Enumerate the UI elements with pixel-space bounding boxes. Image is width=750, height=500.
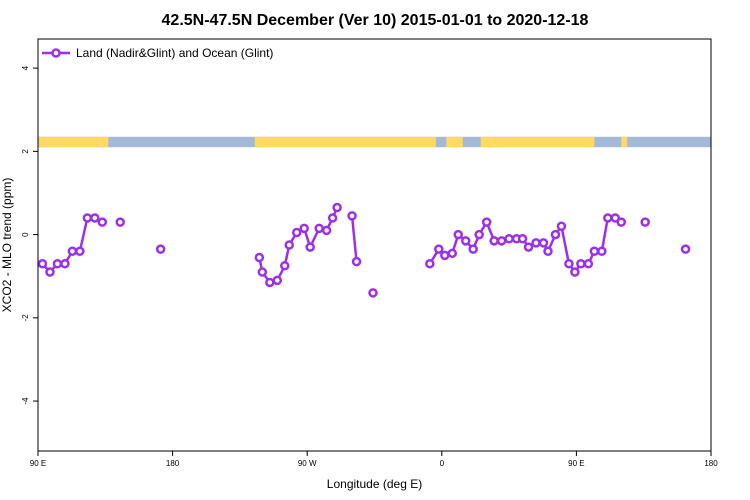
data-point <box>616 217 627 227</box>
data-point <box>489 236 499 246</box>
x-tick-label: 90 E <box>568 459 584 468</box>
data-point <box>280 261 290 271</box>
legend: Land (Nadir&Glint) and Ocean (Glint) <box>42 46 273 60</box>
data-point <box>368 288 378 298</box>
data-point <box>589 246 600 256</box>
data-point <box>640 217 650 227</box>
data-point <box>299 223 309 234</box>
data-point <box>460 236 471 246</box>
data-point <box>351 256 362 267</box>
data-point <box>550 229 561 240</box>
data-point <box>305 242 315 252</box>
data-point <box>576 258 586 269</box>
data-point <box>543 246 553 256</box>
data-point <box>517 234 528 244</box>
series-line <box>258 207 339 284</box>
x-tick-label: 90 E <box>30 459 46 468</box>
data-point <box>453 229 464 240</box>
data-point <box>314 223 324 234</box>
data-point <box>434 244 444 254</box>
data-point <box>440 250 450 261</box>
x-tick-label: 180 <box>166 459 180 468</box>
y-tick-label: 0 <box>21 232 30 237</box>
data-point <box>254 252 265 263</box>
data-point <box>347 211 357 221</box>
data-point <box>45 267 55 277</box>
data-point <box>538 238 549 248</box>
y-tick-label: 2 <box>21 149 30 154</box>
x-tick-label: 90 W <box>298 459 317 468</box>
data-point <box>564 258 574 269</box>
data-point <box>257 267 268 277</box>
data-point <box>115 217 126 227</box>
series-line <box>41 216 103 274</box>
y-axis-label: XCO2 - MLO trend (ppm) <box>0 178 14 313</box>
data-point <box>272 275 283 286</box>
data-point <box>570 267 580 277</box>
data-point <box>610 213 621 223</box>
data-point <box>155 244 166 254</box>
series-layer <box>37 202 691 298</box>
data-point <box>597 246 607 256</box>
x-tick-label: 0 <box>440 459 445 468</box>
data-point <box>474 229 484 240</box>
data-point <box>425 258 435 269</box>
data-point <box>468 244 478 254</box>
land-band-segment <box>480 136 595 148</box>
data-point <box>37 258 48 269</box>
y-tick-label: -2 <box>21 314 30 322</box>
data-point <box>327 213 338 223</box>
x-axis: 90 E 180 90 W 0 90 E 180 <box>30 451 718 468</box>
data-point <box>496 236 507 246</box>
data-point <box>523 242 534 252</box>
data-point <box>97 217 108 227</box>
data-point <box>583 258 594 269</box>
land-band-segment <box>254 136 436 148</box>
land-ocean-band <box>38 136 711 148</box>
data-point <box>291 227 302 238</box>
x-axis-label: Longitude (deg E) <box>327 477 422 491</box>
data-point <box>67 246 78 256</box>
data-point <box>75 246 85 256</box>
y-tick-label: -4 <box>21 397 30 405</box>
land-band-segment <box>446 136 463 148</box>
data-point <box>321 225 332 236</box>
y-axis: 4 2 0 -2 -4 <box>21 65 38 405</box>
data-point <box>556 221 567 232</box>
land-band-segment <box>38 136 109 148</box>
data-point <box>481 217 492 227</box>
data-point <box>447 248 458 259</box>
data-point <box>82 213 93 223</box>
legend-label: Land (Nadir&Glint) and Ocean (Glint) <box>76 46 273 60</box>
land-band-segment <box>621 136 628 148</box>
data-point <box>531 238 541 248</box>
data-point <box>603 213 613 223</box>
series-line <box>350 215 358 262</box>
data-point <box>90 213 100 223</box>
chart-title: 42.5N-47.5N December (Ver 10) 2015-01-01… <box>162 12 589 29</box>
x-tick-label: 180 <box>704 459 718 468</box>
plot-frame <box>37 38 712 452</box>
legend-marker <box>51 48 61 58</box>
data-point <box>332 202 342 213</box>
data-point <box>284 240 295 250</box>
data-point <box>504 234 514 244</box>
data-point <box>52 258 63 269</box>
data-point <box>265 277 275 288</box>
data-point <box>680 244 691 254</box>
y-tick-label: 4 <box>21 65 30 70</box>
data-point <box>60 258 70 269</box>
